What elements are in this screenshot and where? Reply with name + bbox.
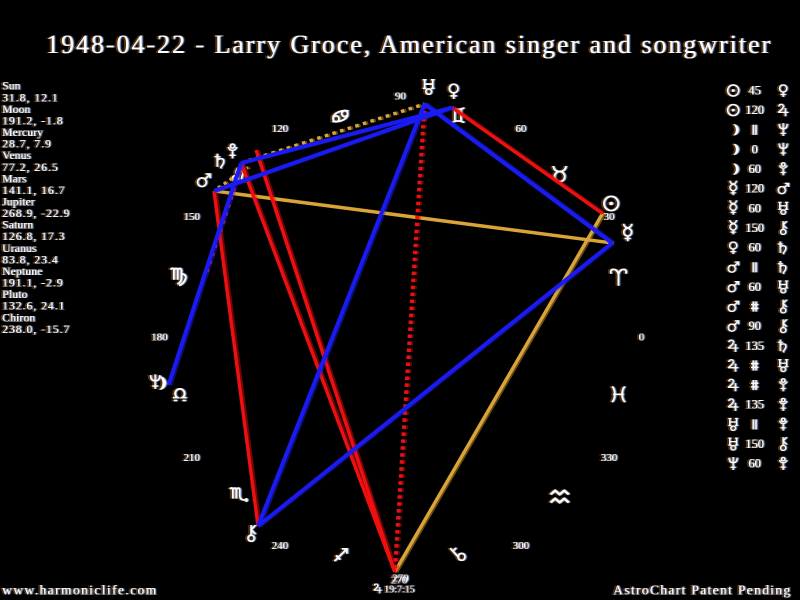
svg-text:191.1, -2.9: 191.1, -2.9 <box>2 278 63 290</box>
svg-text:www.harmoniclife.com: www.harmoniclife.com <box>2 583 156 598</box>
svg-text:135: 135 <box>745 339 764 353</box>
svg-text:Chiron: Chiron <box>2 312 35 324</box>
svg-text:Uranus: Uranus <box>2 243 37 255</box>
svg-text:Sun: Sun <box>2 81 21 93</box>
svg-text:120: 120 <box>745 182 764 196</box>
svg-text:120: 120 <box>745 103 764 117</box>
svg-text:210: 210 <box>183 452 200 464</box>
svg-text:AstroChart Patent Pending: AstroChart Patent Pending <box>613 583 790 598</box>
svg-text:270: 270 <box>391 575 408 587</box>
svg-text:0: 0 <box>751 142 757 156</box>
svg-text:60: 60 <box>748 280 761 294</box>
svg-text:Moon: Moon <box>2 104 30 116</box>
svg-text:150: 150 <box>183 211 200 223</box>
svg-text:90: 90 <box>748 319 761 333</box>
svg-text:120: 120 <box>271 123 288 135</box>
svg-text:Jupiter: Jupiter <box>2 197 35 209</box>
svg-text:Neptune: Neptune <box>2 266 42 278</box>
svg-text:60: 60 <box>748 241 761 255</box>
svg-text:1948-04-22 - Larry Groce, Amer: 1948-04-22 - Larry Groce, American singe… <box>46 30 770 59</box>
svg-text:330: 330 <box>601 452 618 464</box>
svg-text:Mars: Mars <box>2 173 27 185</box>
svg-text:270: 270 <box>392 573 409 585</box>
svg-text:83.8, 23.4: 83.8, 23.4 <box>2 254 59 266</box>
svg-text:191.2, -1.8: 191.2, -1.8 <box>2 115 63 127</box>
svg-text:60: 60 <box>748 457 761 471</box>
svg-text:45: 45 <box>748 84 761 98</box>
svg-text:150: 150 <box>745 221 764 235</box>
svg-text:60: 60 <box>748 201 761 215</box>
svg-text:60: 60 <box>748 162 761 176</box>
svg-text:Pluto: Pluto <box>2 289 27 301</box>
svg-text:Saturn: Saturn <box>2 220 33 232</box>
svg-text:31.8, 12.1: 31.8, 12.1 <box>2 92 59 104</box>
svg-text:240: 240 <box>271 540 288 552</box>
svg-text:132.6, 24.1: 132.6, 24.1 <box>2 301 65 313</box>
svg-text:0: 0 <box>638 332 644 344</box>
svg-text:238.0, -15.7: 238.0, -15.7 <box>2 324 70 336</box>
svg-text:150: 150 <box>745 437 764 451</box>
svg-text:126.8, 17.3: 126.8, 17.3 <box>2 231 65 243</box>
svg-text:60: 60 <box>515 123 527 135</box>
svg-text:77.2, 26.5: 77.2, 26.5 <box>2 162 59 174</box>
svg-text:90: 90 <box>395 91 407 103</box>
svg-text:135: 135 <box>745 398 764 412</box>
svg-text:268.9, -22.9: 268.9, -22.9 <box>2 208 70 220</box>
svg-text:19:7:15: 19:7:15 <box>384 585 415 596</box>
svg-text:180: 180 <box>151 332 168 344</box>
svg-text:141.1, 16.7: 141.1, 16.7 <box>2 185 65 197</box>
svg-text:30: 30 <box>603 211 615 223</box>
svg-text:28.7, 7.9: 28.7, 7.9 <box>2 139 52 151</box>
svg-text:Mercury: Mercury <box>2 127 43 139</box>
svg-text:300: 300 <box>512 540 529 552</box>
svg-text:Venus: Venus <box>2 150 31 162</box>
